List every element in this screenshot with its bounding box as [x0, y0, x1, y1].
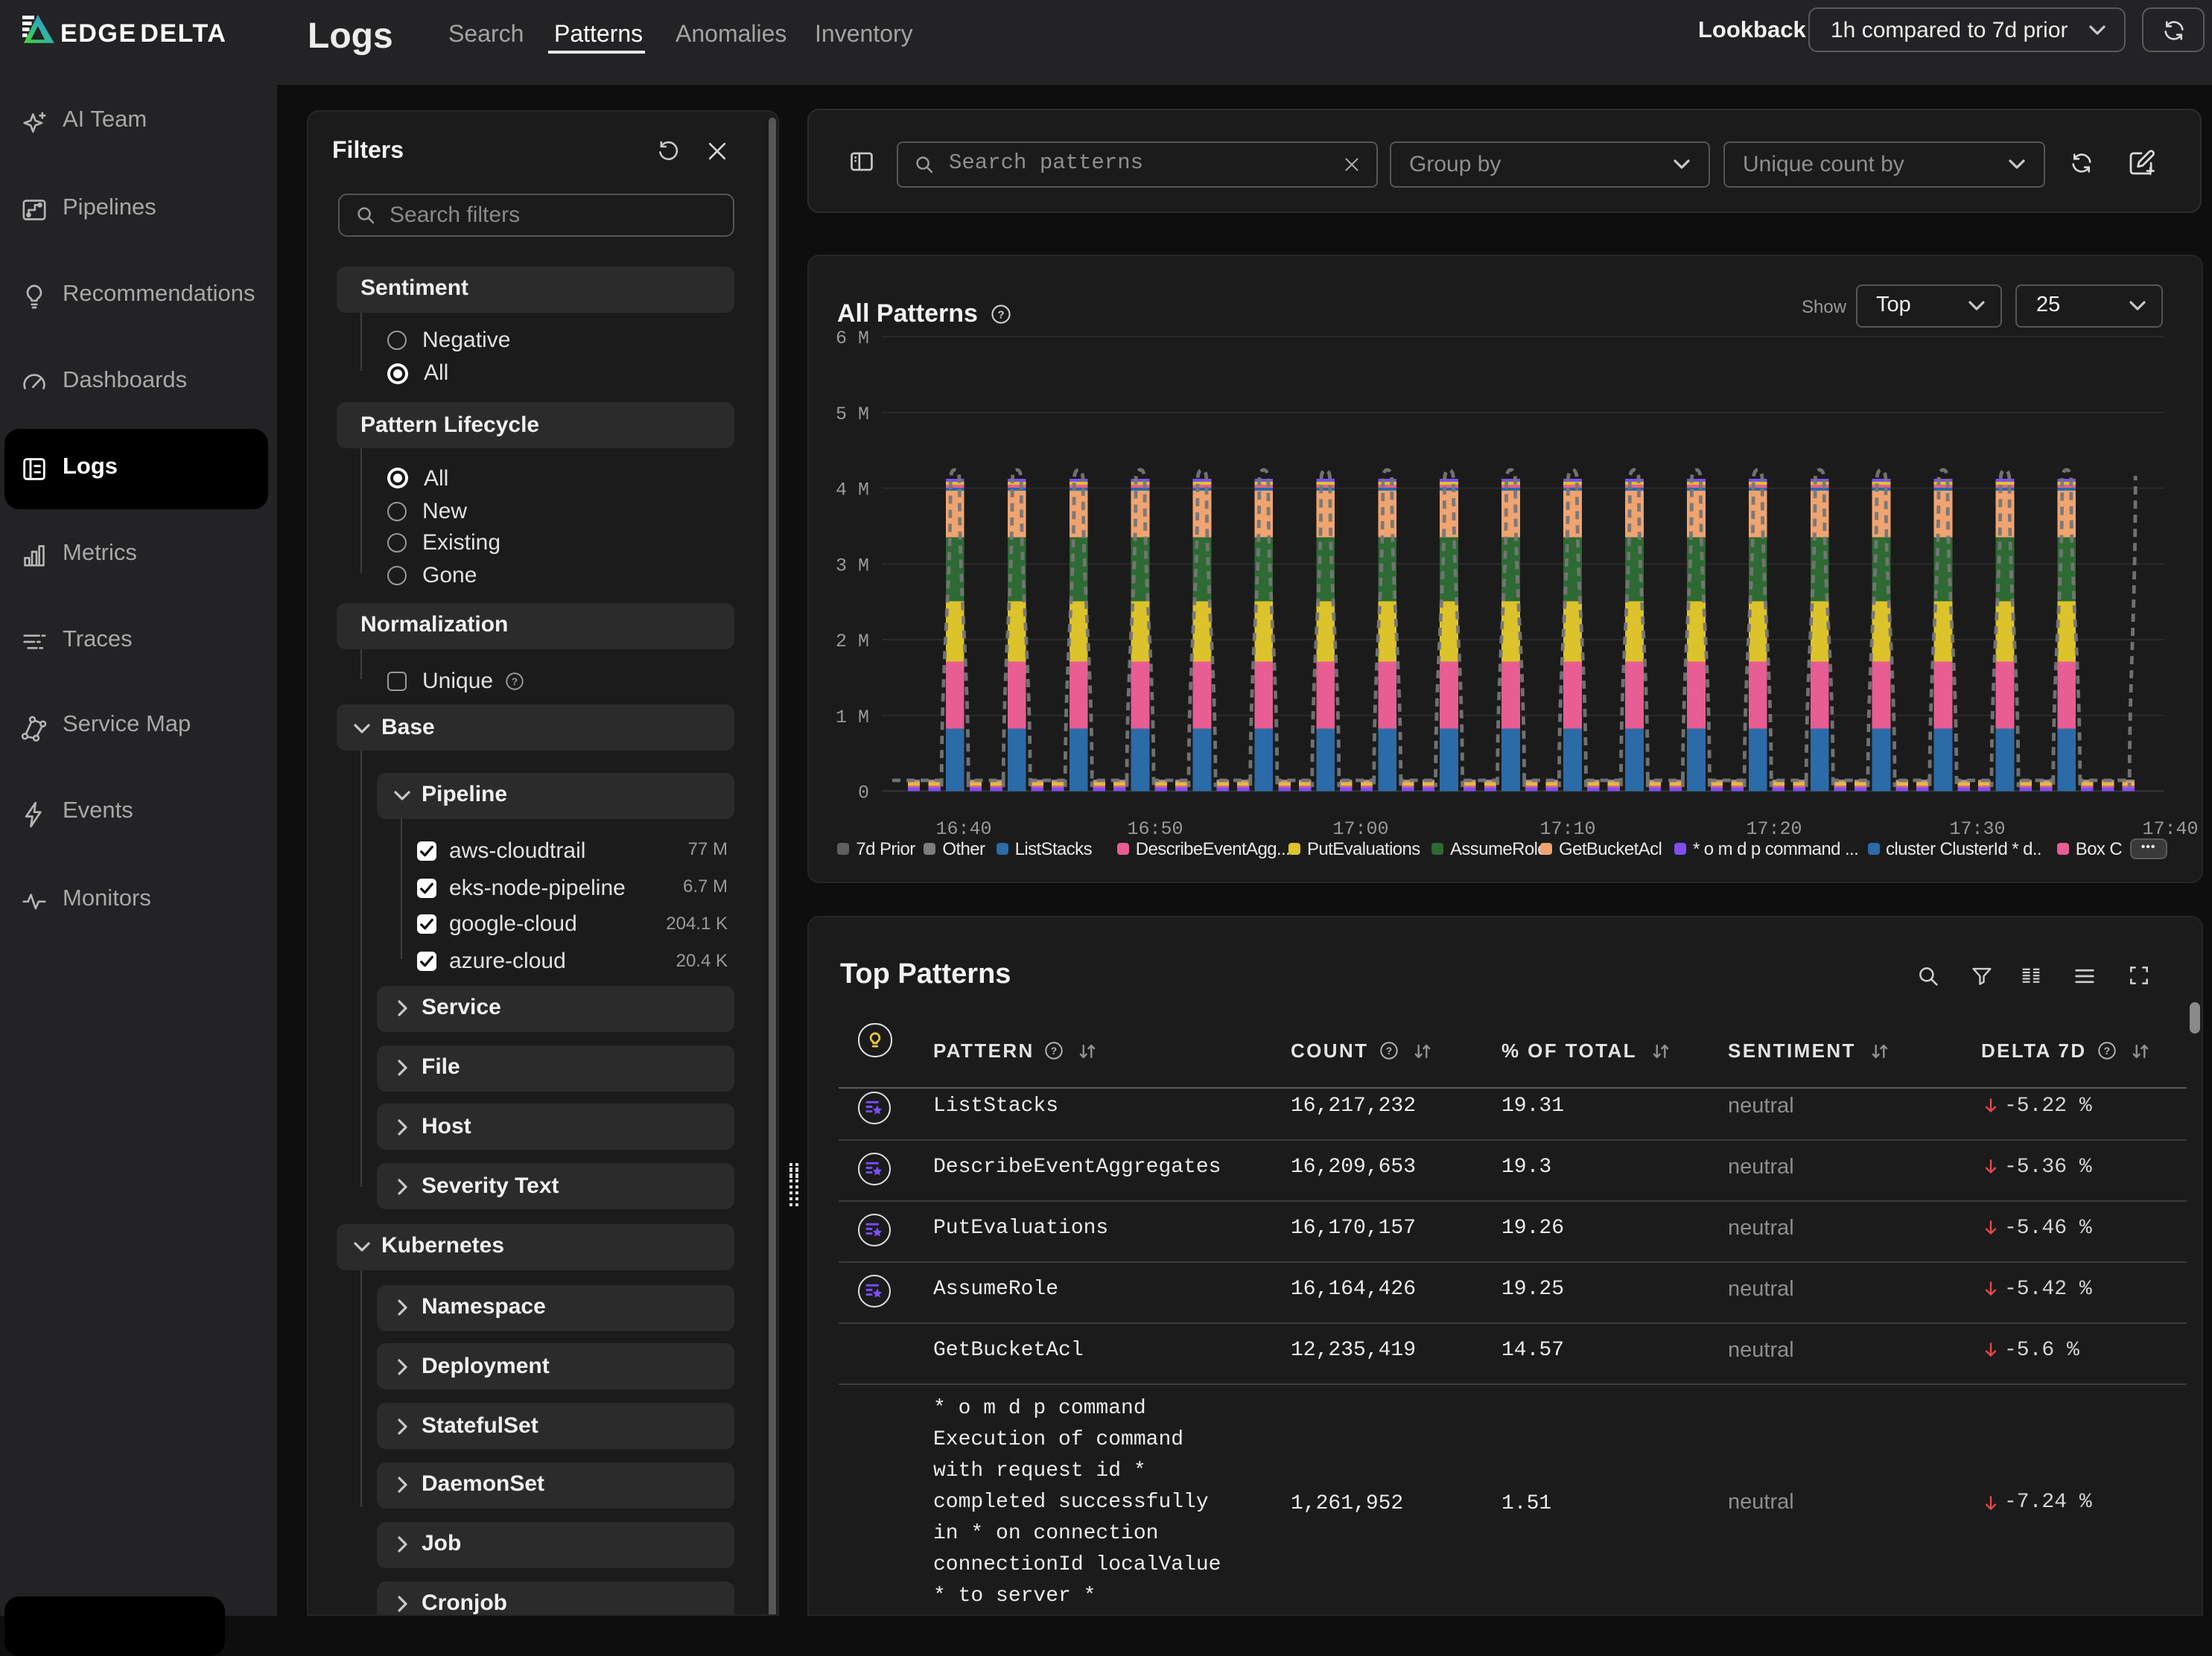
svg-text:1 M: 1 M	[835, 706, 868, 727]
svg-text:?: ?	[1385, 1045, 1391, 1057]
svg-text:?: ?	[1052, 1045, 1058, 1057]
svg-text:2 M: 2 M	[835, 630, 868, 652]
svg-text:0: 0	[857, 781, 868, 803]
svg-text:17:00: 17:00	[1332, 818, 1388, 839]
svg-text:3 M: 3 M	[835, 554, 868, 576]
svg-text:?: ?	[512, 675, 518, 687]
svg-text:6 M: 6 M	[835, 327, 868, 348]
svg-text:17:20: 17:20	[1745, 818, 1801, 839]
svg-text:5 M: 5 M	[835, 403, 868, 424]
svg-text:17:40: 17:40	[2141, 818, 2197, 839]
svg-text:4 M: 4 M	[835, 479, 868, 500]
svg-text:17:10: 17:10	[1539, 818, 1595, 839]
svg-text:?: ?	[2103, 1045, 2109, 1057]
svg-text:16:50: 16:50	[1126, 818, 1182, 839]
svg-text:16:40: 16:40	[935, 818, 991, 839]
svg-text:?: ?	[997, 308, 1003, 320]
svg-text:17:30: 17:30	[1948, 818, 2004, 839]
